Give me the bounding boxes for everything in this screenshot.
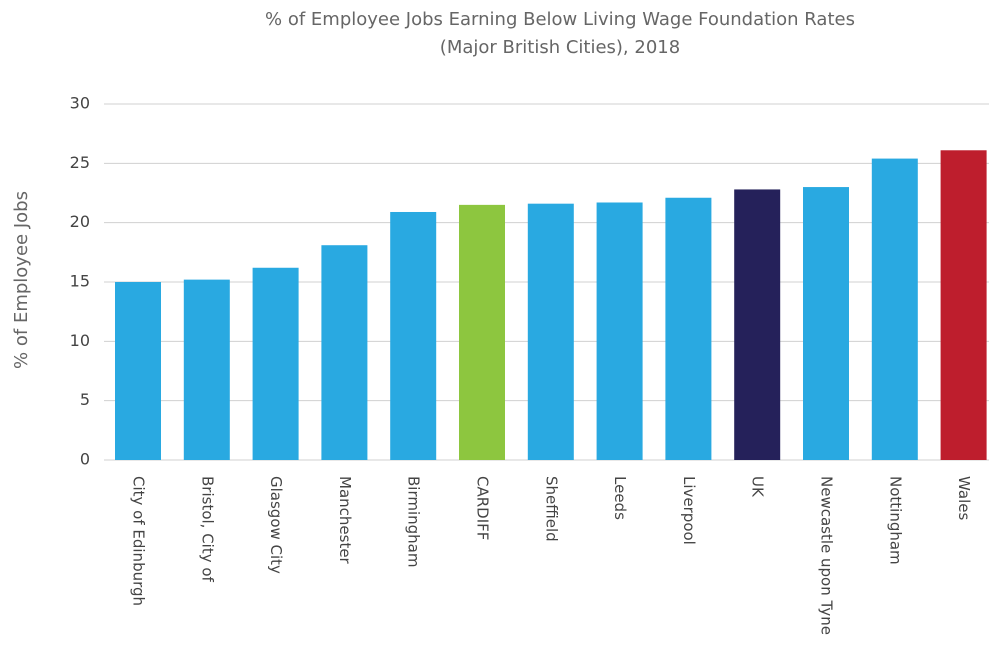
- x-tick-label: Newcastle upon Tyne: [818, 476, 836, 635]
- x-tick-label: Glasgow City: [267, 476, 285, 574]
- x-tick-label: Nottingham: [886, 476, 904, 565]
- chart-title: % of Employee Jobs Earning Below Living …: [265, 9, 855, 30]
- x-tick-label: Bristol, City of: [198, 476, 216, 583]
- bar: [871, 158, 918, 460]
- bar: [183, 279, 230, 460]
- bar: [252, 267, 299, 460]
- y-tick-label: 30: [70, 94, 90, 113]
- bar: [665, 197, 712, 460]
- chart-subtitle: (Major British Cities), 2018: [440, 37, 680, 58]
- bar: [390, 211, 437, 460]
- bar: [527, 203, 574, 460]
- x-tick-label: CARDIFF: [474, 476, 492, 540]
- y-tick-label: 25: [70, 153, 90, 172]
- x-tick-label: UK: [749, 476, 767, 498]
- bar: [596, 202, 643, 460]
- x-tick-label: Leeds: [611, 476, 629, 520]
- bar: [115, 282, 161, 460]
- x-tick-label: Birmingham: [405, 476, 423, 567]
- y-tick-label: 10: [70, 331, 90, 350]
- bar: [734, 189, 781, 460]
- y-axis-label: % of Employee Jobs: [11, 191, 32, 369]
- x-tick-label: Wales: [955, 476, 973, 520]
- y-tick-label: 20: [70, 212, 90, 231]
- bar: [321, 245, 368, 460]
- bar: [940, 150, 987, 460]
- x-tick-label: Manchester: [336, 476, 354, 565]
- bar: [459, 204, 505, 460]
- y-tick-label: 5: [80, 390, 90, 409]
- x-tick-label: Liverpool: [680, 476, 698, 545]
- x-tick-label: Sheffield: [542, 476, 560, 542]
- x-tick-label: City of Edinburgh: [130, 476, 148, 606]
- y-tick-label: 15: [70, 272, 90, 291]
- y-tick-label: 0: [80, 450, 90, 469]
- bar: [803, 187, 849, 461]
